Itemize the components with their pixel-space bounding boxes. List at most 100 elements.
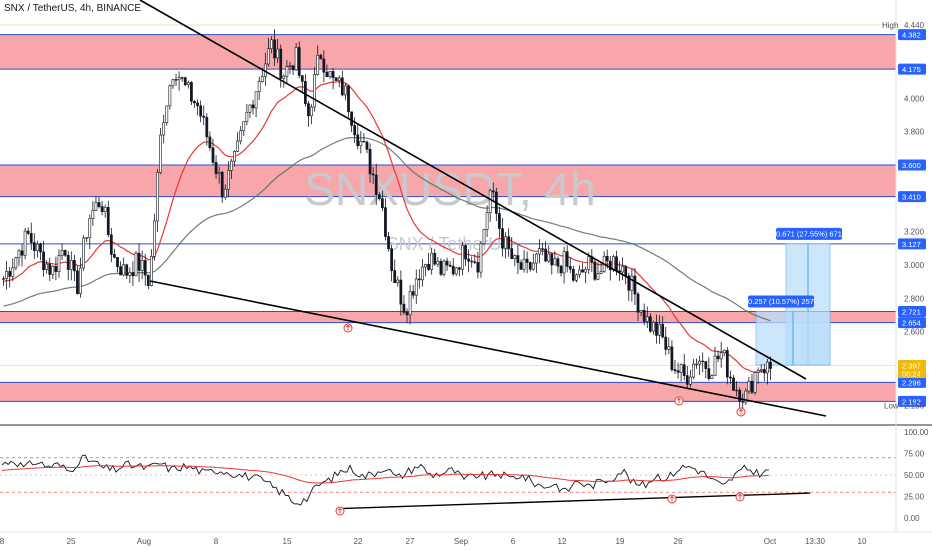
candle-body	[223, 188, 227, 198]
price-tag-bg	[898, 360, 926, 378]
candle-body	[769, 361, 772, 369]
candle-body	[615, 256, 618, 271]
candle-body	[698, 360, 701, 365]
rsi-pivot-arrow-glyph	[337, 507, 343, 514]
candle-body	[79, 267, 82, 294]
candle-body	[559, 265, 563, 274]
candle-body	[57, 255, 61, 272]
candle-body	[759, 369, 763, 371]
rsi-line	[1, 454, 769, 506]
rsi-pivot-arrow-glyph	[669, 495, 675, 502]
candle-body	[719, 352, 723, 360]
candle-body	[153, 220, 156, 257]
candle-body	[485, 212, 489, 230]
candle-body	[242, 121, 246, 132]
candle-body	[531, 262, 535, 270]
rsi-tick: 75.00	[904, 450, 925, 459]
candle-body	[679, 364, 683, 373]
candle-body	[562, 251, 566, 274]
candle-body	[260, 76, 264, 82]
candle-body	[729, 376, 732, 379]
candle-body	[270, 39, 273, 49]
candle-body	[285, 66, 289, 77]
pivot-arrow-glyph	[676, 397, 682, 404]
candle-body	[482, 229, 486, 245]
candle-body	[282, 75, 286, 79]
level-tag-3-bg	[898, 191, 926, 203]
candle-body	[458, 267, 461, 270]
candle-body	[750, 380, 754, 393]
candle-body	[547, 253, 551, 262]
level-tag-1: 4.175	[902, 65, 921, 74]
level-tag-8-bg	[898, 395, 926, 407]
candle-body	[245, 111, 249, 122]
level-tag-2: 3.600	[902, 161, 921, 170]
candle-body	[54, 266, 58, 272]
candle-body	[168, 85, 172, 107]
candle-body	[664, 336, 668, 350]
low-label: Low	[884, 402, 899, 411]
candle-body	[766, 361, 769, 374]
high-value: 4.440	[904, 21, 925, 30]
candle-body	[267, 48, 270, 65]
candle-body	[29, 233, 33, 243]
candle-body	[501, 228, 504, 249]
candle-body	[39, 243, 42, 253]
candle-body	[417, 278, 421, 281]
candle-body	[636, 293, 640, 313]
candle-body	[63, 250, 67, 256]
candle-body	[716, 355, 720, 360]
candle-body	[211, 147, 215, 163]
price-tick: 4.000	[904, 94, 925, 103]
high-label: High	[882, 21, 898, 30]
candle-body	[639, 309, 643, 313]
candle-body	[528, 262, 532, 270]
candle-body	[248, 104, 252, 113]
lower-trendline	[149, 280, 827, 417]
candle-body	[430, 252, 434, 270]
candle-body	[76, 270, 79, 294]
rsi-trendline	[339, 492, 811, 510]
candle-body	[140, 260, 144, 271]
candle-body	[544, 248, 547, 262]
candle-body	[103, 207, 107, 212]
candle-body	[707, 368, 711, 379]
candle-body	[735, 389, 738, 392]
candle-body	[359, 140, 363, 147]
candle-body	[316, 54, 320, 75]
candle-body	[353, 125, 357, 136]
candle-body	[313, 74, 316, 108]
moving-averages	[3, 81, 771, 373]
candle-body	[738, 389, 742, 402]
time-tick: Sep	[454, 537, 469, 546]
candle-body	[491, 190, 495, 193]
candle-body	[442, 260, 446, 275]
candle-body	[20, 250, 24, 256]
level-tag-0: 4.382	[902, 31, 921, 40]
candle-body	[575, 274, 578, 281]
candle-body	[381, 198, 384, 208]
rsi-tick: 0.00	[904, 514, 920, 523]
candle-body	[695, 363, 698, 366]
candle-body	[162, 122, 166, 136]
candle-body	[113, 254, 116, 258]
price-tick: 2.600	[904, 328, 925, 337]
time-tick: 6	[511, 537, 516, 546]
candle-body	[584, 269, 588, 273]
candle-body	[310, 106, 313, 117]
candle-body	[439, 260, 443, 275]
candle-body	[479, 243, 483, 273]
candle-body	[214, 162, 218, 174]
candle-body	[451, 265, 455, 275]
candle-body	[454, 267, 458, 275]
level-tag-7-bg	[898, 376, 926, 388]
candle-body	[48, 263, 52, 275]
candle-body	[433, 252, 437, 265]
candle-body	[273, 39, 276, 59]
candle-body	[473, 261, 477, 263]
candle-body	[661, 323, 665, 338]
candle-body	[297, 47, 301, 76]
candle-body	[722, 350, 726, 354]
candle-body	[233, 151, 236, 162]
